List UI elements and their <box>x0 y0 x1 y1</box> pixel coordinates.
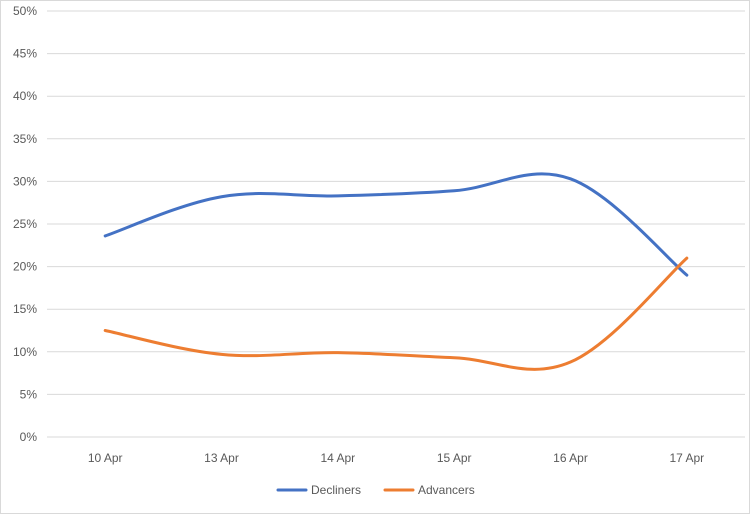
y-tick-label: 10% <box>13 345 37 359</box>
y-tick-label: 20% <box>13 260 37 274</box>
y-tick-label: 35% <box>13 132 37 146</box>
y-tick-label: 0% <box>20 430 38 444</box>
legend-label: Decliners <box>311 483 361 497</box>
y-tick-label: 45% <box>13 47 37 61</box>
legend: Decliners Advancers <box>276 483 475 497</box>
y-tick-label: 40% <box>13 89 37 103</box>
y-tick-label: 15% <box>13 302 37 316</box>
y-tick-label: 30% <box>13 174 37 188</box>
series-line-decliners <box>103 172 689 277</box>
x-tick-label: 13 Apr <box>204 451 239 465</box>
x-tick-label: 16 Apr <box>553 451 588 465</box>
x-tick-label: 15 Apr <box>437 451 472 465</box>
legend-label: Advancers <box>418 483 475 497</box>
series-lines <box>103 172 689 371</box>
x-tick-label: 17 Apr <box>669 451 704 465</box>
x-tick-label: 10 Apr <box>88 451 123 465</box>
y-tick-label: 50% <box>13 4 37 18</box>
y-axis: 0% 5% 10% 15% 20% 25% 30% 35% 40% 45% 50% <box>13 4 37 444</box>
gridlines <box>47 10 745 438</box>
x-axis: 10 Apr 13 Apr 14 Apr 15 Apr 16 Apr 17 Apr <box>88 451 704 465</box>
x-tick-label: 14 Apr <box>320 451 355 465</box>
y-tick-label: 25% <box>13 217 37 231</box>
series-line-advancers <box>103 256 689 371</box>
y-tick-label: 5% <box>20 387 38 401</box>
